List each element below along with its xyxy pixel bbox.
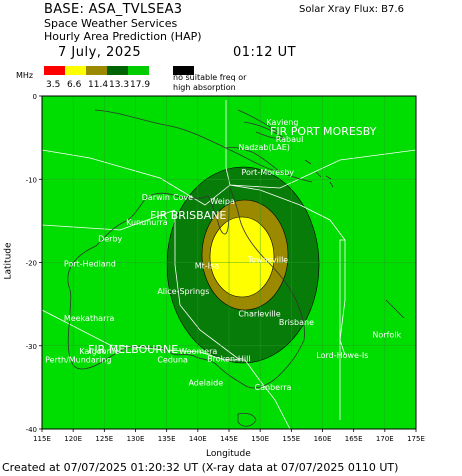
- x-tick-label: 120E: [64, 435, 82, 443]
- y-axis-title: Latitude: [3, 242, 14, 280]
- x-tick-label: 130E: [127, 435, 145, 443]
- legend-swatch: [107, 66, 128, 75]
- place-label: Cove: [173, 193, 193, 202]
- no-suitable-line-2: high absorption: [173, 83, 236, 92]
- y-tick-label: -30: [26, 343, 37, 351]
- place-label: Mt-Isa: [195, 261, 219, 270]
- graticule: [42, 96, 416, 429]
- place-label: Townsville: [247, 256, 289, 265]
- new-caledonia: [385, 299, 405, 319]
- fir-boundary-east: [339, 239, 345, 420]
- place-label: Charleville: [238, 310, 280, 319]
- x-tick-label: 140E: [189, 435, 207, 443]
- australia-coast: [67, 186, 305, 389]
- place-label: Perth/Mundaring: [45, 355, 111, 364]
- x-tick-label: 125E: [95, 435, 113, 443]
- fir-brisbane-label: FIR BRISBANE: [150, 209, 226, 222]
- place-label: Kalgoorlie: [79, 347, 119, 356]
- fir-boundary-north: [42, 149, 346, 356]
- place-label: Nadzab(LAE): [238, 143, 290, 152]
- legend-swatch: [128, 66, 149, 75]
- x-tick-label: 175E: [407, 435, 425, 443]
- place-label: Kavieng: [266, 118, 298, 127]
- forecast-time: 01:12 UT: [233, 45, 297, 60]
- fir-melbourne-label: FIR MELBOURNE: [88, 343, 178, 356]
- place-label: Derby: [98, 235, 122, 244]
- xray-flux-label: Solar Xray Flux: B7.6: [299, 4, 404, 15]
- legend-level-label: 13.3: [109, 80, 129, 90]
- y-tick-label: -20: [26, 260, 37, 268]
- legend-unit: MHz: [16, 71, 34, 80]
- place-label: Weipa: [210, 197, 235, 206]
- place-label: Woomera: [179, 347, 217, 356]
- place-label: Port-Hedland: [64, 260, 116, 269]
- fir-boundary-pm: [225, 100, 416, 189]
- x-tick-label: 165E: [345, 435, 363, 443]
- y-tick-label: -40: [26, 426, 37, 434]
- no-suitable-label: no suitable freq or high absorption: [173, 73, 246, 93]
- tasmania-coast: [237, 412, 257, 427]
- no-suitable-grid-icon: [173, 66, 194, 75]
- solomon-islands: [304, 159, 334, 188]
- forecast-date: 7 July, 2025: [58, 45, 142, 60]
- x-tick-label: 150E: [251, 435, 269, 443]
- service-name: Space Weather Services: [44, 17, 178, 30]
- x-axis-title: Longitude: [206, 449, 251, 459]
- fir-boundary-mid: [174, 215, 241, 361]
- place-label: Alice-Springs: [157, 287, 209, 296]
- axis-ticks: 115E 120E 125E 130E 135E 140E 145E 150E 155E 160E…: [26, 93, 425, 443]
- place-label: Darwin: [142, 193, 170, 202]
- fir-boundaries: [42, 100, 416, 429]
- fir-port-moresby-label: FIR PORT MORESBY: [270, 125, 377, 138]
- place-label: Broken-Hill: [207, 355, 250, 364]
- place-label: Lord-Howe-Is: [316, 351, 368, 360]
- legend-level-label: 6.6: [67, 80, 82, 90]
- legend-swatch: [44, 66, 65, 75]
- new-britain-coast: [243, 121, 285, 139]
- x-tick-label: 160E: [314, 435, 332, 443]
- y-tick-label: 0: [33, 93, 37, 101]
- footer-created: Created at 07/07/2025 01:20:32 UT (X-ray…: [2, 461, 399, 474]
- new-guinea-coast: [94, 109, 313, 183]
- x-tick-label: 115E: [33, 435, 51, 443]
- legend-level-label: 11.4: [88, 80, 108, 90]
- legend-swatch: [86, 66, 107, 75]
- legend-level-label: 3.5: [46, 80, 60, 90]
- place-label: Port-Moresby: [241, 168, 294, 177]
- place-label: Adelaide: [188, 379, 223, 388]
- x-tick-label: 145E: [220, 435, 238, 443]
- place-label: Norfolk: [372, 330, 401, 339]
- place-label: Brisbane: [279, 318, 314, 327]
- no-suitable-line-1: no suitable freq or: [173, 73, 247, 82]
- x-tick-label: 155E: [282, 435, 300, 443]
- place-label: Meekatharra: [64, 314, 115, 323]
- x-tick-label: 170E: [376, 435, 394, 443]
- legend-level-label: 17.9: [130, 80, 150, 90]
- y-tick-label: -10: [26, 176, 37, 184]
- fir-boundary-west: [42, 209, 176, 231]
- place-label: Canberra: [255, 383, 292, 392]
- contour-6-6: [209, 216, 275, 298]
- fir-boundary-mel: [42, 309, 201, 353]
- place-label: Rabaul: [276, 135, 304, 144]
- fir-boundary-south: [199, 351, 291, 429]
- product-name: Hourly Area Prediction (HAP): [44, 30, 202, 43]
- x-tick-label: 135E: [158, 435, 176, 443]
- place-label: Kununurra: [126, 218, 168, 227]
- new-ireland-coast: [237, 109, 279, 133]
- frequency-legend: 3.5 6.6 11.4 13.3 17.9: [44, 66, 150, 90]
- place-label: Ceduna: [157, 355, 188, 364]
- base-title: BASE: ASA_TVLSEA3: [44, 2, 183, 17]
- coastline: [67, 109, 405, 427]
- legend-swatch: [65, 66, 86, 75]
